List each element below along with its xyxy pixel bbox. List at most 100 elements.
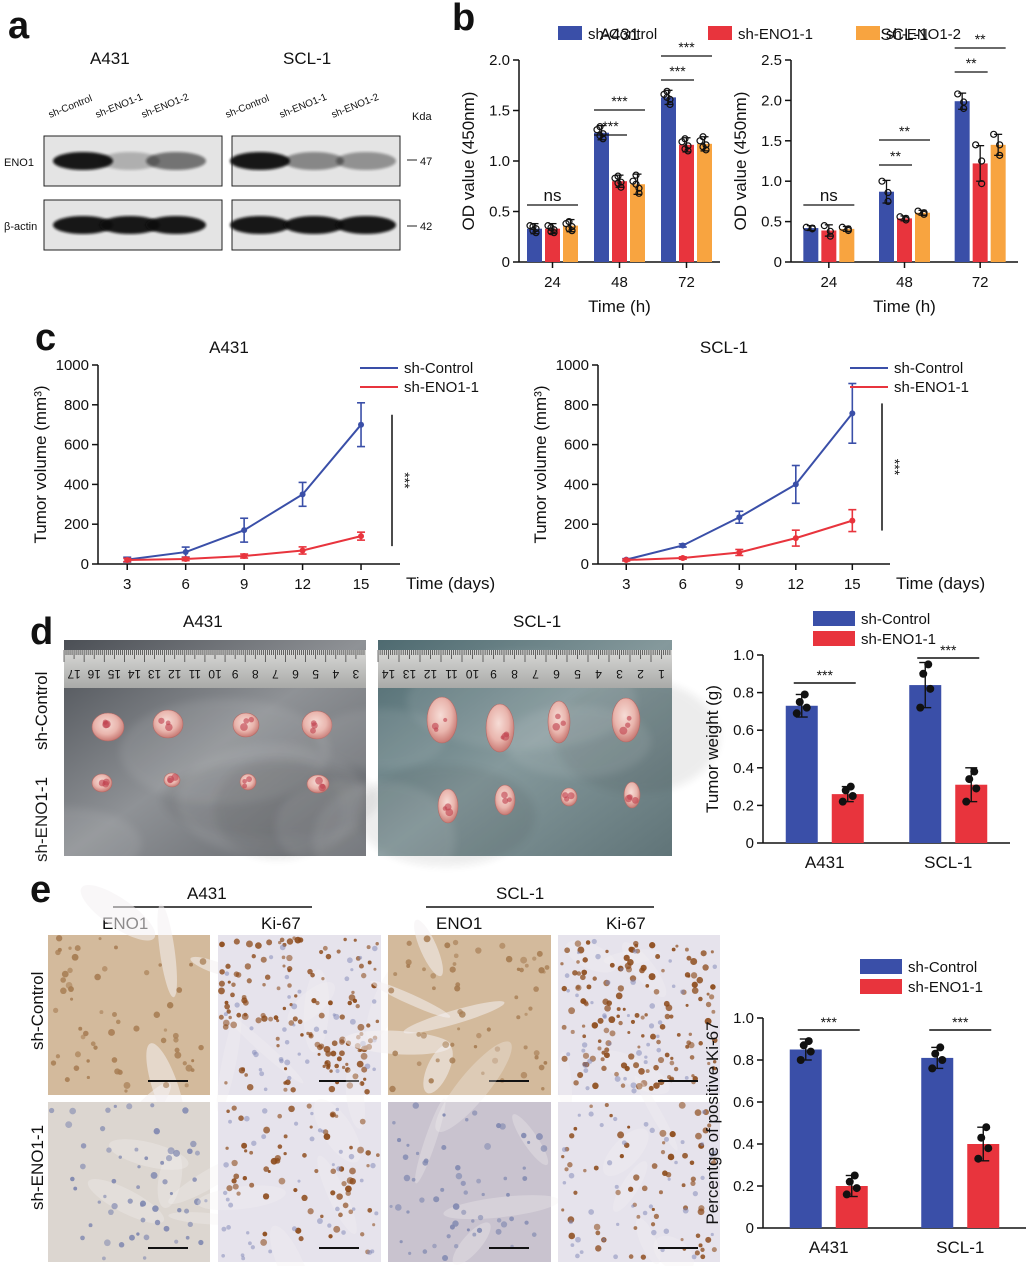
data-point (635, 189, 643, 197)
data-point (358, 421, 365, 428)
x-tick-label: 72 (972, 274, 989, 291)
x-tick-label: 12 (294, 576, 311, 593)
ruler-number: 13 (403, 667, 417, 681)
data-point (736, 549, 743, 556)
ruler-number: 8 (252, 667, 259, 681)
data-point (529, 227, 537, 235)
chart-od-a431: A431 0 0.5 1.0 1.5 2.0 OD value (450nm) 24 48 72 T… (459, 25, 720, 316)
y-tick-label: 600 (564, 437, 589, 454)
x-axis-label: Time (days) (896, 574, 985, 593)
data-point (663, 93, 671, 101)
legend-label-eno1-1: sh-ENO1-1 (738, 26, 813, 43)
y-axis-label: OD value (450nm) (459, 92, 478, 231)
significance-label: *** (821, 1014, 838, 1030)
bar (594, 132, 609, 262)
x-axis-label: Time (h) (588, 297, 651, 316)
x-tick-label: 48 (611, 274, 628, 291)
data-point (679, 555, 686, 562)
significance-label: *** (940, 642, 957, 658)
data-point (547, 228, 555, 236)
significance-label: *** (669, 63, 686, 79)
ihc-grid: A431 SCL-1 ENO1 Ki-67 ENO1 Ki-67 sh-Cont… (28, 884, 720, 1266)
panel-label-b: b (452, 0, 475, 39)
blot-band (336, 216, 396, 234)
y-tick-label: 0.2 (733, 797, 754, 814)
data-point (842, 1190, 851, 1199)
ruler-number: 12 (424, 667, 438, 681)
chart-title: SCL-1 (700, 338, 748, 357)
ruler-number: 10 (466, 667, 480, 681)
y-tick-label: 1.0 (489, 153, 510, 170)
data-point (846, 782, 855, 791)
blot-band (284, 152, 344, 170)
data-point (182, 556, 189, 563)
chart-volume-scl1: SCL-1 0 200 400 600 800 1000 Tumor volume (mm³)… (531, 338, 985, 593)
y-tick-label: 0 (774, 254, 782, 271)
chart-od-scl1: SCL-1 0 0.5 1.0 1.5 2.0 2.5 OD value (450nm) 24 4… (731, 25, 1018, 316)
bar (527, 228, 542, 262)
y-tick-label: 200 (564, 516, 589, 533)
legend-label: sh-ENO1-1 (908, 979, 983, 996)
blot-band (53, 216, 113, 234)
data-point (679, 542, 686, 549)
data-point (550, 229, 558, 237)
bar (789, 1049, 822, 1228)
y-tick-label: 2.0 (761, 92, 782, 109)
data-point (960, 98, 968, 106)
tumor (547, 700, 571, 744)
ruler-number: 5 (574, 667, 581, 681)
ruler-number: 8 (511, 667, 518, 681)
ruler-number: 16 (87, 667, 101, 681)
ihc-title-scl1: SCL-1 (496, 884, 544, 903)
data-point (970, 767, 979, 776)
data-point (736, 514, 743, 521)
legend-label: sh-ENO1-1 (861, 631, 936, 648)
y-axis-label: Percentge of positive Ki-67 (703, 1021, 722, 1224)
x-tick-label: 9 (240, 576, 248, 593)
data-point (978, 157, 986, 165)
photo-title-scl1: SCL-1 (513, 612, 561, 631)
data-point (972, 141, 980, 149)
data-point (884, 188, 892, 197)
data-point (124, 557, 131, 564)
ruler-number: 14 (127, 667, 141, 681)
ruler-number: 1 (658, 667, 665, 681)
x-tick-label: SCL-1 (936, 1238, 984, 1257)
blot-band (336, 152, 396, 170)
chart-ki67: 0 0.2 0.4 0.6 0.8 1.0 Percentge of positive Ki… (703, 1010, 1026, 1257)
data-point (596, 123, 604, 131)
blot-title-scl1: SCL-1 (283, 49, 331, 68)
bar (803, 228, 819, 262)
ruler-number: 5 (312, 667, 319, 681)
y-tick-label: 0 (746, 1220, 754, 1237)
panel-b-legend: sh-Control sh-ENO1-1 sh-ENO1-2 (558, 26, 961, 43)
ruler-number: 10 (208, 667, 222, 681)
data-point (977, 1133, 986, 1142)
ruler-number: 12 (168, 667, 182, 681)
y-tick-label: 0.6 (733, 722, 754, 739)
blot-band (284, 216, 344, 234)
y-tick-label: 2.0 (489, 52, 510, 69)
x-axis-label: Time (h) (873, 297, 936, 316)
x-tick-label: SCL-1 (924, 853, 972, 872)
y-tick-label: 1000 (556, 357, 589, 374)
x-tick-label: 15 (844, 576, 861, 593)
x-tick-label: 15 (353, 576, 370, 593)
blot-lane-label: sh-Control (224, 93, 271, 120)
x-tick-label: 48 (896, 274, 913, 291)
data-point (632, 180, 640, 188)
legend-label: sh-Control (908, 959, 977, 976)
y-tick-label: 0 (581, 556, 589, 573)
bar (545, 228, 560, 262)
data-point (699, 143, 707, 151)
x-tick-label: 24 (820, 274, 837, 291)
x-axis-label: Time (days) (406, 574, 495, 593)
data-point (838, 223, 846, 231)
blot-row-label-eno1: ENO1 (4, 157, 34, 169)
significance-label: *** (678, 39, 695, 55)
bar (630, 184, 645, 262)
data-point (795, 698, 804, 706)
y-tick-label: 1.5 (489, 103, 510, 120)
tumor (623, 781, 641, 809)
